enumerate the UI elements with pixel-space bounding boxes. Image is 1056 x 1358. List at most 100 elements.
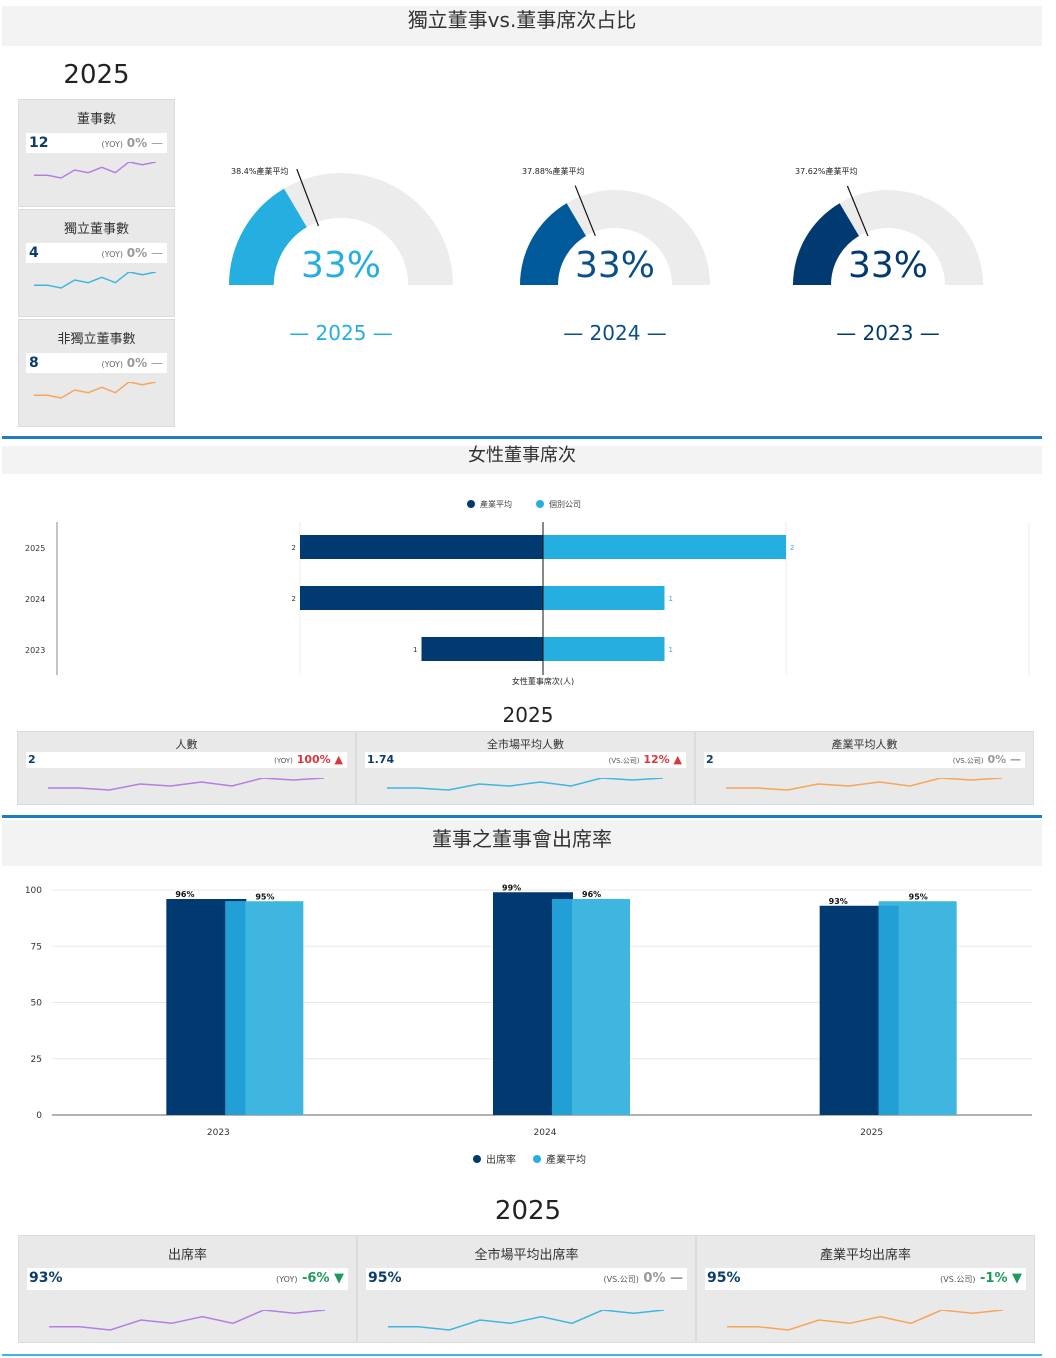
sparkline: [387, 777, 664, 791]
gauge-fill: [520, 203, 586, 285]
card-value: 2: [706, 753, 714, 766]
y-tick-label: 100: [25, 886, 42, 896]
bar-value-label: 95%: [909, 892, 928, 901]
gauge-avg-marker: [296, 168, 320, 227]
gauge-fill: [793, 203, 859, 285]
gauge-year: — 2025 —: [289, 321, 393, 345]
card-value: 93%: [29, 1270, 63, 1286]
section2-year: 2025: [502, 703, 554, 727]
kpi-column: 董事數 12 (YOY) 0% — 獨立董事數 4 (YOY) 0% — 非獨立…: [18, 99, 175, 429]
card-title: 產業平均人數: [831, 738, 898, 751]
legend-label: 出席率: [486, 1153, 516, 1166]
section3-year: 2025: [494, 1196, 562, 1226]
card-change: (VS.公司) 0% —: [952, 753, 1021, 766]
gauge-avg-marker: [846, 185, 869, 237]
gauge-pct: 33%: [301, 245, 381, 286]
bar-value-label: 1: [413, 646, 417, 654]
kpi-change: (YOY) 0% —: [101, 136, 163, 150]
x-tick-label: 2024: [534, 1128, 557, 1138]
chart-legend: 產業平均 個別公司: [467, 499, 581, 509]
bar-overlap: [225, 901, 246, 1115]
bar-value-label: 93%: [829, 897, 848, 906]
summary-card: 產業平均出席率 95% (VS.公司) -1% ▼: [696, 1235, 1035, 1343]
section1-title: 獨立董事vs.董事席次占比: [2, 6, 1042, 46]
y-tick-label: 50: [31, 999, 43, 1009]
kpi-label: 董事數: [76, 112, 116, 127]
gauge-0: 38.4%產業平均 33% — 2025 —: [229, 166, 453, 345]
kpi-label: 非獨立董事數: [57, 332, 136, 347]
bar-company: [543, 586, 665, 610]
chart-legend: 出席率 產業平均: [473, 1153, 586, 1166]
gauge-pct: 33%: [848, 245, 928, 286]
card-value-row: 1.74 (VS.公司) 12% ▲: [365, 752, 686, 768]
gauge-2: 37.62%產業平均 33% — 2023 —: [793, 166, 983, 345]
bar-value-label: 2: [292, 544, 296, 552]
legend-marker: [536, 500, 544, 508]
section-independent-directors: 獨立董事vs.董事席次占比: [2, 6, 1042, 436]
summary-card: 產業平均人數 2 (VS.公司) 0% —: [695, 731, 1034, 805]
section-attendance: 董事之董事會出席率: [2, 820, 1042, 866]
legend-label: 個別公司: [549, 499, 581, 509]
kpi-card: 非獨立董事數 8 (YOY) 0% —: [18, 319, 175, 427]
bar-value-label: 1: [669, 646, 673, 654]
x-tick-label: 2025: [860, 1128, 883, 1138]
x-axis-label: 女性董事席次(人): [512, 676, 574, 686]
kpi-value: 8: [29, 355, 39, 371]
gauge-year: — 2023 —: [836, 321, 940, 345]
legend-label: 產業平均: [546, 1153, 586, 1166]
bar-value-label: 96%: [175, 890, 194, 899]
sparkline: [48, 777, 325, 791]
gauge-1: 37.88%產業平均 33% — 2024 —: [520, 166, 710, 345]
kpi-change: (YOY) 0% —: [101, 246, 163, 260]
sparkline: [388, 1309, 665, 1331]
card-value-row: 95% (VS.公司) -1% ▼: [705, 1268, 1026, 1290]
kpi-value-row: 8 (YOY) 0% —: [26, 353, 167, 373]
card-value: 95%: [707, 1270, 741, 1286]
summary-card: 全市場平均出席率 95% (VS.公司) 0% —: [357, 1235, 696, 1343]
section-divider: [2, 815, 1042, 818]
sparkline: [49, 1309, 326, 1331]
kpi-value: 12: [29, 135, 49, 151]
bar-value-label: 99%: [502, 883, 521, 892]
card-title: 出席率: [167, 1248, 207, 1263]
bar-industry-avg: [300, 586, 543, 610]
kpi-label: 獨立董事數: [63, 222, 129, 237]
y-tick-label: 2024: [25, 595, 45, 604]
kpi-card: 獨立董事數 4 (YOY) 0% —: [18, 209, 175, 317]
sparkline: [34, 271, 157, 289]
summary-card: 人數 2 (YOY) 100% ▲: [17, 731, 356, 805]
bar-value-label: 1: [669, 595, 673, 603]
gauge-avg-marker: [574, 185, 596, 237]
kpi-value: 4: [29, 245, 39, 261]
card-value-row: 2 (VS.公司) 0% —: [704, 752, 1025, 768]
bar-company: [543, 535, 786, 559]
card-change: (YOY) -6% ▼: [276, 1271, 344, 1286]
summary-card: 全市場平均人數 1.74 (VS.公司) 12% ▲: [356, 731, 695, 805]
kpi-card: 董事數 12 (YOY) 0% —: [18, 99, 175, 207]
kpi-value-row: 4 (YOY) 0% —: [26, 243, 167, 263]
y-tick-label: 0: [36, 1111, 42, 1121]
y-tick-label: 2023: [25, 646, 45, 655]
bar-industry-avg: [421, 637, 543, 661]
section3-title: 董事之董事會出席率: [2, 820, 1042, 866]
female-directors-chart: 產業平均 個別公司 2025 2 2 2024 2 1 2023 1 1 女性董事席次(人): [25, 499, 1030, 686]
card-value-row: 93% (YOY) -6% ▼: [27, 1268, 348, 1290]
bar-value-label: 95%: [255, 892, 274, 901]
card-change: (YOY) 100% ▲: [274, 753, 343, 766]
legend-marker: [473, 1155, 481, 1163]
card-change: (VS.公司) -1% ▼: [940, 1271, 1022, 1286]
section-female-directors: 女性董事席次: [2, 446, 1042, 474]
sparkline: [726, 777, 1003, 791]
y-tick-label: 25: [31, 1055, 42, 1065]
legend-marker: [533, 1155, 541, 1163]
bar-industry-avg: [300, 535, 543, 559]
card-value: 95%: [368, 1270, 402, 1286]
section-divider: [2, 1354, 1042, 1356]
card-change: (VS.公司) 0% —: [603, 1271, 683, 1286]
gauge-avg-label: 37.62%產業平均: [795, 166, 858, 176]
section2-title: 女性董事席次: [2, 446, 1042, 474]
y-tick-label: 2025: [25, 544, 45, 553]
card-value-row: 2 (YOY) 100% ▲: [26, 752, 347, 768]
sparkline: [34, 381, 157, 399]
gauge-fill: [229, 188, 307, 285]
